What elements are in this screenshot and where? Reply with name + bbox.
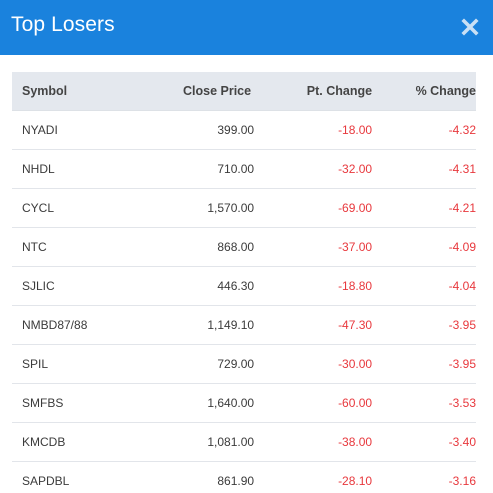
pct-change-cell: -4.09 [448, 239, 476, 254]
table-row[interactable]: KMCDB 1,081.00 -38.00 -3.40 [12, 422, 476, 461]
close-price-cell: 729.00 [217, 356, 255, 371]
close-price-cell: 446.30 [217, 278, 255, 293]
pt-change-cell: -69.00 [338, 200, 373, 215]
symbol-cell[interactable]: SAPDBL [22, 473, 70, 488]
symbol-cell[interactable]: NMBD87/88 [22, 317, 88, 332]
column-header-pt-change[interactable]: Pt. Change [306, 83, 373, 98]
pct-change-cell: -3.95 [448, 317, 476, 332]
pt-change-cell: -38.00 [338, 434, 373, 449]
table-row[interactable]: NTC 868.00 -37.00 -4.09 [12, 227, 476, 266]
pt-change-cell: -47.30 [338, 317, 373, 332]
table-body: NYADI 399.00 -18.00 -4.32 NHDL 710.00 -32.00 -4… [12, 110, 476, 493]
pt-change-cell: -32.00 [338, 161, 373, 176]
close-price-cell: 1,640.00 [207, 395, 255, 410]
close-price-cell: 1,149.10 [207, 317, 255, 332]
pct-change-cell: -4.31 [448, 161, 476, 176]
table-row[interactable]: NMBD87/88 1,149.10 -47.30 -3.95 [12, 305, 476, 344]
close-price-cell: 399.00 [217, 122, 255, 137]
close-button[interactable] [459, 16, 481, 38]
table-row[interactable]: SAPDBL 861.90 -28.10 -3.16 [12, 461, 476, 493]
pct-change-cell: -4.21 [448, 200, 476, 215]
pct-change-cell: -3.16 [448, 473, 476, 488]
pt-change-cell: -18.00 [338, 122, 373, 137]
pt-change-cell: -30.00 [338, 356, 373, 371]
pct-change-cell: -4.04 [448, 278, 476, 293]
pct-change-cell: -3.95 [448, 356, 476, 371]
table-row[interactable]: SPIL 729.00 -30.00 -3.95 [12, 344, 476, 383]
column-header-symbol[interactable]: Symbol [22, 83, 68, 98]
losers-table-container: Symbol Close Price Pt. Change % Change N… [12, 72, 476, 493]
close-price-cell: 1,570.00 [207, 200, 255, 215]
table-row[interactable]: SJLIC 446.30 -18.80 -4.04 [12, 266, 476, 305]
close-price-cell: 1,081.00 [207, 434, 255, 449]
pt-change-cell: -60.00 [338, 395, 373, 410]
column-header-close-price[interactable]: Close Price [182, 83, 252, 98]
symbol-cell[interactable]: SJLIC [22, 278, 55, 293]
column-header-pct-change[interactable]: % Change [415, 83, 476, 98]
pct-change-cell: -3.53 [448, 395, 476, 410]
close-price-cell: 710.00 [217, 161, 255, 176]
table-row[interactable]: NHDL 710.00 -32.00 -4.31 [12, 149, 476, 188]
pt-change-cell: -37.00 [338, 239, 373, 254]
symbol-cell[interactable]: CYCL [22, 200, 55, 215]
close-price-cell: 868.00 [217, 239, 255, 254]
symbol-cell[interactable]: NYADI [22, 122, 58, 137]
symbol-cell[interactable]: NTC [22, 239, 47, 254]
table-row[interactable]: NYADI 399.00 -18.00 -4.32 [12, 110, 476, 149]
modal-header: Top Losers [0, 0, 493, 55]
table-row[interactable]: CYCL 1,570.00 -69.00 -4.21 [12, 188, 476, 227]
symbol-cell[interactable]: KMCDB [22, 434, 66, 449]
pct-change-cell: -4.32 [448, 122, 476, 137]
table-row[interactable]: SMFBS 1,640.00 -60.00 -3.53 [12, 383, 476, 422]
table-header-row: Symbol Close Price Pt. Change % Change [12, 72, 476, 110]
close-price-cell: 861.90 [217, 473, 255, 488]
pt-change-cell: -18.80 [338, 278, 373, 293]
pt-change-cell: -28.10 [338, 473, 373, 488]
modal-title: Top Losers [11, 13, 115, 36]
close-icon [461, 18, 479, 36]
symbol-cell[interactable]: NHDL [22, 161, 55, 176]
losers-table: Symbol Close Price Pt. Change % Change N… [12, 72, 476, 493]
pct-change-cell: -3.40 [448, 434, 476, 449]
symbol-cell[interactable]: SPIL [22, 356, 49, 371]
symbol-cell[interactable]: SMFBS [22, 395, 64, 410]
